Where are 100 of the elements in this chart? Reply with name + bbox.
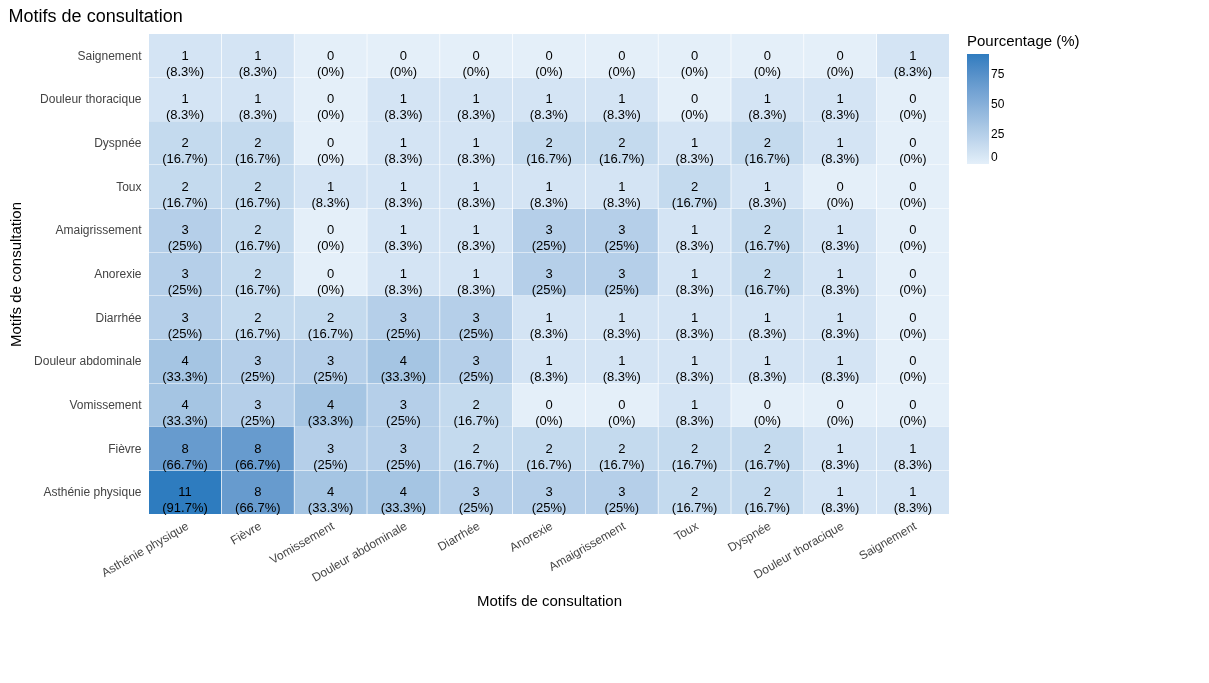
data-label: 1 (8.3%) xyxy=(457,178,496,210)
data-label: 1 (8.3%) xyxy=(602,91,641,123)
data-label: 8 (66.7%) xyxy=(235,484,281,516)
data-label: 0 (0%) xyxy=(826,47,854,79)
data-label: 4 (33.3%) xyxy=(307,397,354,429)
color-bar-label: 75 xyxy=(991,67,1005,82)
data-label: 3 (25%) xyxy=(458,309,494,341)
data-label: 3 (25%) xyxy=(531,222,567,254)
data-label: 1 (8.3%) xyxy=(529,309,569,341)
data-label: 1 (8.3%) xyxy=(384,178,423,210)
data-label: 3 (25%) xyxy=(604,484,640,516)
data-label: 0 (0%) xyxy=(899,222,927,254)
data-label: 1 (8.3%) xyxy=(748,178,787,210)
chart-title: Motifs de consultation xyxy=(8,6,183,26)
data-label: 2 (16.7%) xyxy=(453,397,499,429)
data-label: 3 (25%) xyxy=(313,440,348,472)
data-label: 1 (8.3%) xyxy=(748,353,787,385)
data-label: 1 (8.3%) xyxy=(821,222,860,254)
data-label: 3 (25%) xyxy=(604,266,640,297)
data-label: 1 (8.3%) xyxy=(893,47,933,79)
data-label: 2 (16.7%) xyxy=(235,222,281,254)
data-label: 2 (16.7%) xyxy=(744,484,791,516)
data-label: 1 (8.3%) xyxy=(529,91,569,123)
data-label: 0 (0%) xyxy=(608,397,636,429)
data-label: 2 (16.7%) xyxy=(307,309,354,341)
data-label: 1 (8.3%) xyxy=(457,91,496,123)
data-label: 1 (8.3%) xyxy=(529,353,569,385)
data-label: 3 (25%) xyxy=(167,266,203,297)
data-label: 2 (16.7%) xyxy=(599,134,645,166)
data-label: 1 (8.3%) xyxy=(675,397,714,429)
data-label: 1 (8.3%) xyxy=(821,440,860,472)
data-label: 0 (0%) xyxy=(899,91,927,123)
data-label: 3 (25%) xyxy=(167,222,203,254)
data-label: 8 (66.7%) xyxy=(162,440,208,472)
data-label: 0 (0%) xyxy=(316,47,345,79)
data-label: 1 (8.3%) xyxy=(893,484,933,516)
y-tick-label: Anorexie xyxy=(94,267,142,281)
data-label: 3 (25%) xyxy=(531,484,567,516)
data-label: 0 (0%) xyxy=(316,222,345,254)
data-label: 0 (0%) xyxy=(608,47,636,79)
data-label: 1 (8.3%) xyxy=(238,91,277,123)
data-label: 1 (8.3%) xyxy=(529,178,569,210)
data-label: 3 (25%) xyxy=(458,353,494,385)
y-tick-label: Toux xyxy=(116,179,142,194)
data-label: 3 (25%) xyxy=(458,484,494,516)
data-label: 2 (16.7%) xyxy=(671,484,718,516)
data-label: 2 (16.7%) xyxy=(744,440,791,472)
data-label: 0 (0%) xyxy=(899,397,927,429)
data-label: 0 (0%) xyxy=(753,397,782,429)
data-label: 2 (16.7%) xyxy=(526,134,572,166)
x-axis-title: Motifs de consultation xyxy=(476,591,623,609)
data-label: 3 (25%) xyxy=(313,353,348,385)
data-label: 2 (16.7%) xyxy=(744,266,791,297)
data-label: 0 (0%) xyxy=(753,47,782,79)
data-label: 0 (0%) xyxy=(899,134,927,166)
data-label: 0 (0%) xyxy=(316,134,345,166)
data-label: 1 (8.3%) xyxy=(457,266,496,297)
data-label: 0 (0%) xyxy=(826,178,854,210)
data-label: 1 (8.3%) xyxy=(821,134,860,166)
data-label: 1 (8.3%) xyxy=(821,353,860,385)
data-label: 2 (16.7%) xyxy=(453,440,499,472)
data-label: 1 (8.3%) xyxy=(238,47,277,79)
data-label: 2 (16.7%) xyxy=(671,178,718,210)
data-label: 1 (8.3%) xyxy=(311,178,350,210)
y-tick-label: Douleur abdominale xyxy=(34,354,142,369)
data-label: 0 (0%) xyxy=(535,47,563,79)
y-tick-label: Diarrhée xyxy=(95,310,142,325)
data-label: 2 (16.7%) xyxy=(235,309,281,341)
data-label: 2 (16.7%) xyxy=(162,134,208,166)
data-label: 2 (16.7%) xyxy=(671,440,718,472)
y-tick-label: Vomissement xyxy=(69,398,143,413)
data-label: 0 (0%) xyxy=(316,91,345,123)
legend-title: Pourcentage (%) xyxy=(967,32,1080,49)
data-label: 0 (0%) xyxy=(899,309,927,341)
data-label: 3 (25%) xyxy=(604,222,640,254)
data-label: 1 (8.3%) xyxy=(384,266,423,297)
data-label: 0 (0%) xyxy=(389,47,418,79)
y-tick-label: Saignement xyxy=(77,48,143,63)
y-tick-label: Dyspnée xyxy=(94,135,142,150)
data-label: 1 (8.3%) xyxy=(821,309,860,341)
data-label: 3 (25%) xyxy=(240,397,276,429)
data-label: 0 (0%) xyxy=(680,47,709,79)
color-bar-label: 25 xyxy=(991,127,1005,142)
data-label: 0 (0%) xyxy=(899,353,927,385)
data-label: 2 (16.7%) xyxy=(235,178,281,210)
data-label: 1 (8.3%) xyxy=(165,91,205,123)
data-label: 2 (16.7%) xyxy=(599,440,645,472)
data-label: 3 (25%) xyxy=(386,309,421,341)
color-bar-label: 50 xyxy=(991,97,1005,112)
data-label: 0 (0%) xyxy=(899,178,927,210)
data-label: 1 (8.3%) xyxy=(384,134,423,166)
data-label: 3 (25%) xyxy=(167,309,203,341)
data-label: 2 (16.7%) xyxy=(744,134,791,166)
y-tick-label: Amaigrissement xyxy=(55,223,143,238)
data-label: 3 (25%) xyxy=(240,353,276,385)
data-label: 1 (8.3%) xyxy=(602,178,641,210)
data-label: 4 (33.3%) xyxy=(162,397,208,429)
data-label: 1 (8.3%) xyxy=(457,222,496,254)
data-label: 4 (33.3%) xyxy=(162,353,208,385)
data-label: 1 (8.3%) xyxy=(675,309,714,341)
